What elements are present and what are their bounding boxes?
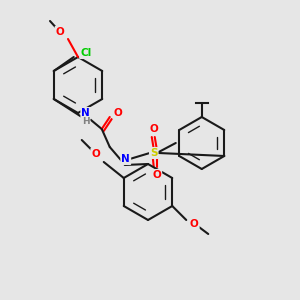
Text: O: O (92, 149, 100, 159)
Text: Cl: Cl (80, 48, 92, 58)
Text: O: O (152, 170, 161, 180)
Text: O: O (113, 108, 122, 118)
Text: O: O (190, 219, 199, 229)
Text: S: S (150, 148, 158, 158)
Text: O: O (56, 27, 64, 37)
Text: N: N (122, 154, 130, 164)
Text: O: O (149, 124, 158, 134)
Text: N: N (81, 108, 90, 118)
Text: H: H (82, 118, 90, 127)
